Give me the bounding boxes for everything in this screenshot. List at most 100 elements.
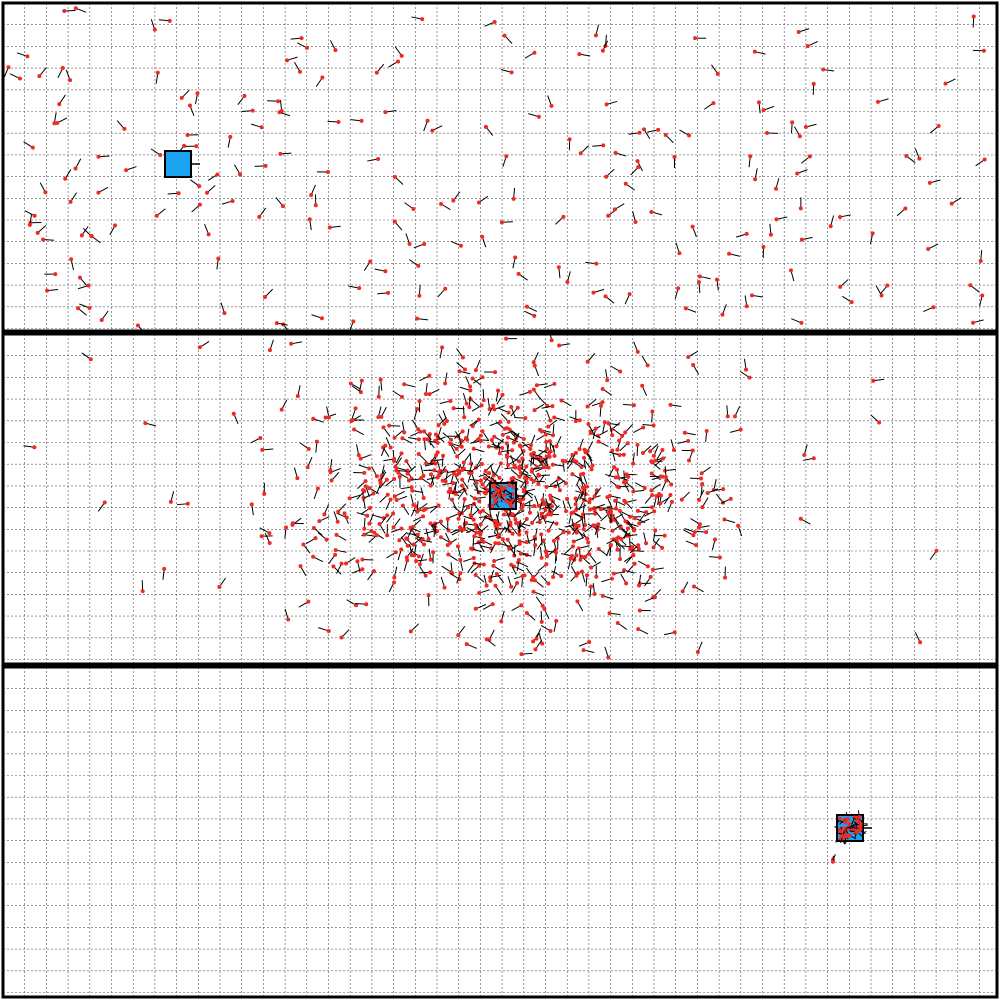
agent — [377, 522, 386, 534]
agent-dot — [548, 449, 553, 454]
agent — [376, 385, 381, 399]
agent — [417, 553, 424, 567]
agent-dot — [411, 542, 416, 547]
agent — [875, 285, 884, 298]
agent-dot — [394, 468, 399, 473]
agent — [397, 547, 404, 561]
agent — [167, 191, 181, 196]
agent — [532, 403, 545, 413]
agent — [618, 548, 623, 562]
agent-dot — [421, 473, 426, 478]
agent — [37, 67, 47, 79]
agent-dot — [511, 475, 516, 480]
agent — [465, 376, 473, 389]
agent — [507, 427, 520, 436]
agent — [368, 533, 380, 543]
agent — [602, 420, 607, 434]
agent — [420, 465, 426, 478]
agent — [971, 319, 984, 325]
agent — [489, 419, 503, 427]
agent-dot — [577, 418, 582, 423]
agent — [535, 596, 545, 608]
agent — [394, 46, 404, 58]
agent-dot — [385, 533, 390, 538]
agent — [578, 640, 592, 647]
agent-dot — [679, 497, 684, 502]
agent — [578, 145, 589, 156]
agent — [663, 630, 677, 636]
agent — [379, 492, 390, 503]
agent — [65, 69, 73, 83]
agent-dot — [414, 558, 419, 563]
agent-dot — [608, 509, 613, 514]
agent — [440, 576, 447, 590]
agent — [39, 182, 48, 195]
agent — [596, 439, 609, 448]
agent — [691, 363, 700, 375]
agent — [348, 285, 362, 291]
agent — [821, 67, 835, 72]
agent-dot — [546, 465, 551, 470]
agent-dot — [468, 388, 473, 393]
agent — [371, 466, 379, 479]
agent-dot — [471, 517, 476, 522]
agent-dot — [436, 503, 441, 508]
agent-dot — [573, 496, 578, 501]
agent-dot — [279, 407, 284, 412]
agent-dot — [651, 453, 656, 458]
agent-dot — [506, 500, 511, 505]
agent-dot — [552, 453, 557, 458]
agent-dot — [615, 467, 620, 472]
agent — [307, 217, 312, 231]
agent-dot — [352, 427, 357, 432]
agent — [641, 355, 650, 368]
agent-dot — [458, 571, 463, 576]
agent — [704, 101, 716, 110]
agent — [478, 515, 488, 527]
agent-dot — [368, 259, 373, 264]
agent — [329, 40, 338, 53]
agent-dot — [89, 234, 94, 239]
agent-dot — [464, 642, 469, 647]
agent-dot — [415, 316, 420, 321]
agent-dot — [610, 448, 615, 453]
agent — [534, 495, 541, 508]
agent — [41, 237, 55, 242]
agent — [461, 518, 466, 532]
agent — [442, 481, 456, 486]
agent-dot — [424, 461, 429, 466]
agent — [417, 399, 422, 413]
agent-dot — [518, 470, 523, 475]
agent-dot — [676, 286, 681, 291]
agent-dot — [451, 406, 456, 411]
agent-dot — [509, 404, 514, 409]
agent — [628, 130, 642, 135]
agent-dot — [433, 461, 438, 466]
agent — [257, 207, 267, 219]
agent-dot — [493, 370, 498, 375]
agent — [154, 208, 166, 218]
agent — [140, 580, 145, 594]
agent-dot — [617, 453, 622, 458]
agent-dot — [436, 423, 441, 428]
agent-dot — [311, 554, 316, 559]
agent — [803, 123, 817, 129]
agent — [469, 508, 480, 519]
agent-dot — [438, 535, 443, 540]
agent — [683, 306, 697, 313]
agent — [649, 460, 661, 470]
agent-dot — [376, 415, 381, 420]
agent — [408, 259, 421, 268]
agent — [451, 406, 465, 411]
agent — [458, 557, 464, 571]
agent-dot — [649, 505, 654, 510]
agent-dot — [752, 49, 757, 54]
agent-dot — [328, 470, 333, 475]
agent — [476, 195, 489, 205]
agent — [636, 627, 649, 635]
agent-dot — [462, 497, 467, 502]
agent — [309, 184, 316, 198]
agent-dot — [480, 375, 485, 380]
agent — [652, 528, 658, 542]
agent — [397, 531, 408, 543]
